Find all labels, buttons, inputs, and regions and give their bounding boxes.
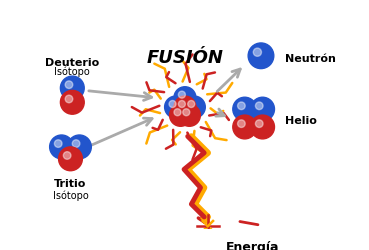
Circle shape bbox=[183, 109, 190, 116]
Circle shape bbox=[251, 116, 275, 139]
Text: Helio: Helio bbox=[285, 116, 317, 126]
Circle shape bbox=[61, 91, 84, 115]
Text: Isótopo: Isótopo bbox=[53, 189, 88, 200]
Circle shape bbox=[169, 101, 176, 108]
Circle shape bbox=[63, 152, 71, 160]
Circle shape bbox=[178, 101, 185, 108]
Circle shape bbox=[233, 98, 256, 122]
Circle shape bbox=[255, 102, 263, 110]
Circle shape bbox=[54, 140, 62, 148]
Text: Tritio: Tritio bbox=[54, 178, 87, 188]
Circle shape bbox=[61, 77, 84, 100]
Circle shape bbox=[174, 109, 181, 116]
Text: Energía: Energía bbox=[226, 240, 280, 250]
Circle shape bbox=[178, 92, 185, 99]
Circle shape bbox=[238, 120, 245, 128]
Circle shape bbox=[165, 97, 187, 118]
Circle shape bbox=[238, 102, 245, 110]
Circle shape bbox=[174, 97, 196, 118]
Text: FUSIÓN: FUSIÓN bbox=[146, 48, 224, 66]
Circle shape bbox=[59, 147, 82, 171]
Text: Neutrón: Neutrón bbox=[285, 54, 336, 63]
Circle shape bbox=[255, 120, 263, 128]
Circle shape bbox=[68, 136, 91, 159]
Circle shape bbox=[188, 101, 195, 108]
Circle shape bbox=[170, 105, 192, 127]
Circle shape bbox=[251, 98, 275, 122]
Circle shape bbox=[248, 44, 274, 69]
Circle shape bbox=[72, 140, 80, 148]
Text: Deuterio: Deuterio bbox=[45, 58, 99, 68]
Circle shape bbox=[174, 88, 196, 109]
Circle shape bbox=[178, 105, 200, 127]
Circle shape bbox=[183, 97, 205, 118]
Circle shape bbox=[233, 116, 256, 139]
Text: Isótopo: Isótopo bbox=[55, 66, 90, 77]
Circle shape bbox=[253, 49, 262, 57]
Circle shape bbox=[65, 82, 73, 89]
Circle shape bbox=[65, 96, 73, 103]
Circle shape bbox=[50, 136, 73, 159]
